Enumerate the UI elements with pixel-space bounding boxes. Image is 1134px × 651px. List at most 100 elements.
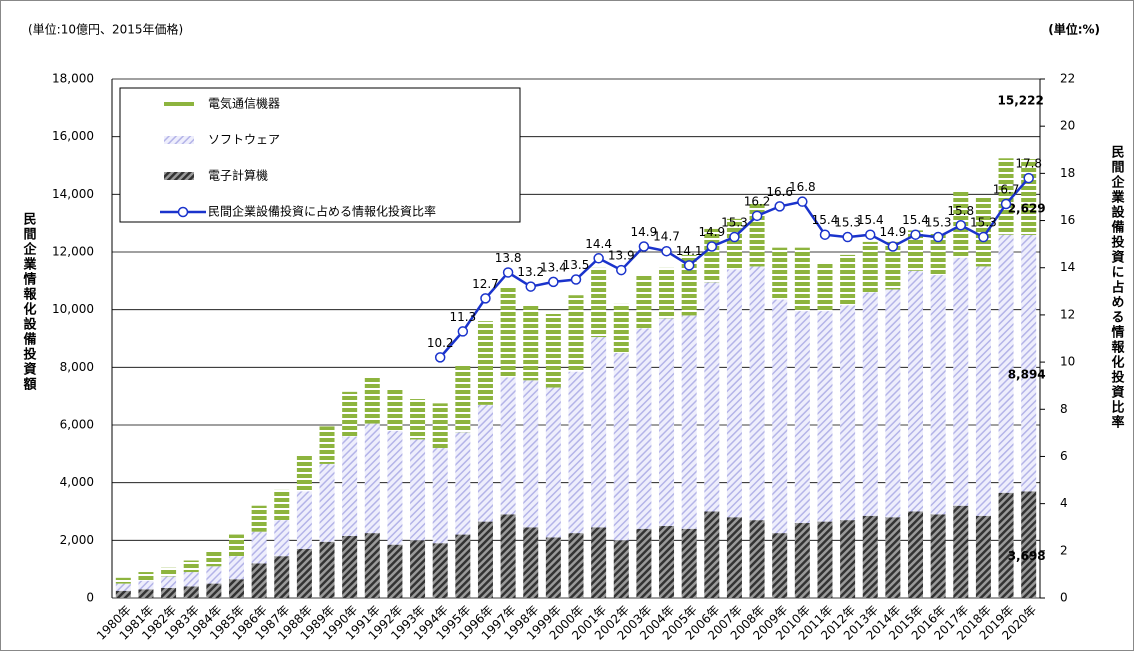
bar-segment <box>862 292 878 516</box>
bar-segment <box>342 536 358 598</box>
bar-segment <box>704 282 720 512</box>
ratio-label: 14.1 <box>676 244 703 258</box>
ratio-label: 14.4 <box>585 237 612 251</box>
y2-axis-label: 民間企業設備投資に占める情報化投資比率 <box>1109 145 1126 430</box>
ratio-point <box>864 229 876 240</box>
bar-segment <box>749 266 765 521</box>
ratio-label: 16.2 <box>744 194 771 208</box>
bar-segment <box>228 579 244 598</box>
y2-tick-label: 8 <box>1060 402 1068 416</box>
bar-segment <box>998 234 1014 493</box>
legend-marker <box>177 206 189 218</box>
bar-segment <box>1021 234 1037 492</box>
ratio-point <box>616 264 627 276</box>
ratio-point <box>1023 172 1034 184</box>
bar-segment <box>206 550 222 567</box>
bar-segment <box>500 514 516 598</box>
y2-tick-label: 2 <box>1060 543 1068 557</box>
legend-label: 民間企業設備投資に占める情報化投資比率 <box>208 204 436 219</box>
ratio-label: 15.4 <box>902 213 929 227</box>
bar-segment <box>817 263 833 312</box>
bar-segment <box>251 531 267 564</box>
bar-segment <box>817 311 833 522</box>
bar-segment <box>794 311 810 524</box>
bar-segment <box>432 448 448 544</box>
y2-tick-label: 20 <box>1060 119 1075 133</box>
ratio-label: 14.9 <box>698 225 725 239</box>
legend-label: 電気通信機器 <box>208 96 280 111</box>
bar-segment <box>115 577 131 584</box>
data-label: 8,894 <box>1008 368 1046 382</box>
bar-segment <box>591 267 607 338</box>
bar-segment <box>613 352 629 541</box>
bar-segment <box>319 463 335 542</box>
y2-tick-label: 14 <box>1060 260 1075 274</box>
bar-segment <box>296 455 312 492</box>
bar-segment <box>251 505 267 532</box>
bar-segment <box>636 528 652 598</box>
ratio-label: 15.3 <box>834 216 861 230</box>
bar-segment <box>704 511 720 598</box>
bar-segment <box>410 399 426 440</box>
bar-segment <box>296 548 312 598</box>
ratio-point <box>842 231 853 243</box>
bar-segment <box>659 267 675 319</box>
bar-segment <box>296 491 312 549</box>
bar-segment <box>228 556 244 580</box>
ratio-label: 15.4 <box>857 213 884 227</box>
ratio-label: 13.9 <box>608 249 635 263</box>
bar-segment <box>726 218 742 270</box>
bar-segment <box>251 563 267 598</box>
bar-segment <box>342 391 358 437</box>
bar-segment <box>477 321 493 405</box>
bar-segment <box>364 533 380 598</box>
bar-segment <box>930 233 946 276</box>
bar-segment <box>636 275 652 329</box>
ratio-label: 15.3 <box>970 216 997 230</box>
ratio-point <box>932 231 944 243</box>
ratio-point <box>638 241 650 252</box>
ratio-point <box>1000 198 1012 210</box>
bar-segment <box>183 572 199 587</box>
ratio-point <box>978 231 989 243</box>
y-tick-label: 18,000 <box>52 72 94 86</box>
ratio-label: 15.3 <box>925 216 952 230</box>
bar-segment <box>410 540 426 598</box>
bar-segment <box>115 583 131 591</box>
bar-segment <box>206 583 222 598</box>
bar-segment <box>975 515 991 598</box>
ratio-point <box>548 276 559 288</box>
bar-segment <box>161 567 177 577</box>
bar-segment <box>364 423 380 534</box>
y2-tick-label: 0 <box>1060 591 1068 605</box>
bar-segment <box>681 315 697 529</box>
legend-swatch <box>164 100 194 108</box>
legend-label: ソフトウェア <box>208 133 280 147</box>
bar-segment <box>930 275 946 515</box>
ratio-label: 15.8 <box>947 204 974 218</box>
bar-segment <box>206 566 222 584</box>
ratio-point <box>706 241 718 252</box>
bar-segment <box>975 266 991 516</box>
bar-segment <box>568 533 584 598</box>
bar-segment <box>500 377 516 515</box>
ratio-point <box>661 245 672 257</box>
bar-segment <box>477 404 493 522</box>
ratio-point <box>525 281 536 292</box>
y-tick-label: 4,000 <box>60 475 94 489</box>
bar-segment <box>613 540 629 598</box>
bar-segment <box>885 289 901 518</box>
ratio-label: 11.3 <box>449 310 476 324</box>
bar-segment <box>613 303 629 353</box>
bar-segment <box>862 241 878 293</box>
unit-left: (単位:10億円、2015年価格) <box>28 22 183 37</box>
y2-tick-label: 12 <box>1060 307 1075 321</box>
bar-segment <box>568 295 584 372</box>
bar-segment <box>681 528 697 598</box>
bar-segment <box>885 241 901 290</box>
ratio-label: 13.4 <box>540 260 567 274</box>
bar-segment <box>840 254 856 306</box>
ratio-point <box>797 196 808 207</box>
y-tick-label: 2,000 <box>60 533 94 547</box>
bar-segment <box>387 388 403 431</box>
